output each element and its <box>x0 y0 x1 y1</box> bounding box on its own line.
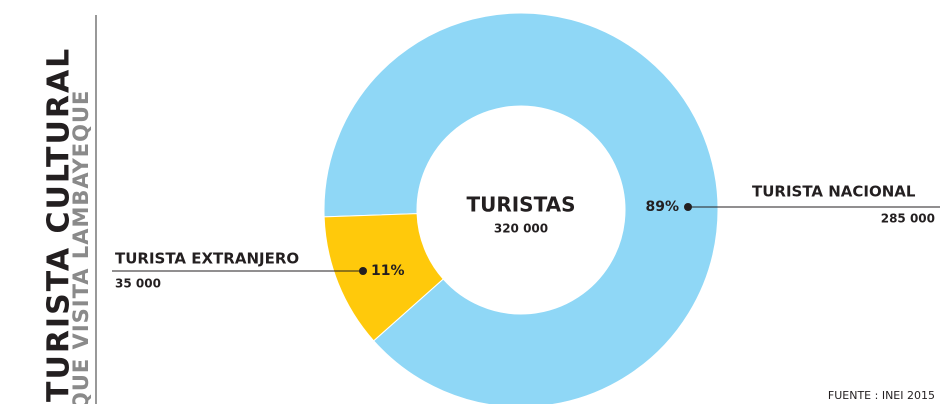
leader-dot <box>359 267 367 275</box>
center-value: 320 000 <box>494 222 548 236</box>
donut-slice <box>323 12 719 404</box>
leader-dot <box>684 203 692 211</box>
donut-slice <box>323 213 444 342</box>
value-label: 11% <box>371 263 405 279</box>
legend-label: TURISTA NACIONAL <box>752 183 916 201</box>
chart-title: TURISTA CULTURAL <box>42 47 77 402</box>
count-label: 35 000 <box>115 277 161 291</box>
legend-label: TURISTA EXTRANJERO <box>115 250 299 268</box>
count-label: 285 000 <box>881 212 935 226</box>
chart-subtitle: QUE VISITA LAMBAYEQUE <box>69 90 93 404</box>
value-label: 89% <box>645 199 679 215</box>
source: FUENTE : INEI 2015 <box>828 389 935 402</box>
center-label: TURISTAS <box>466 193 575 217</box>
